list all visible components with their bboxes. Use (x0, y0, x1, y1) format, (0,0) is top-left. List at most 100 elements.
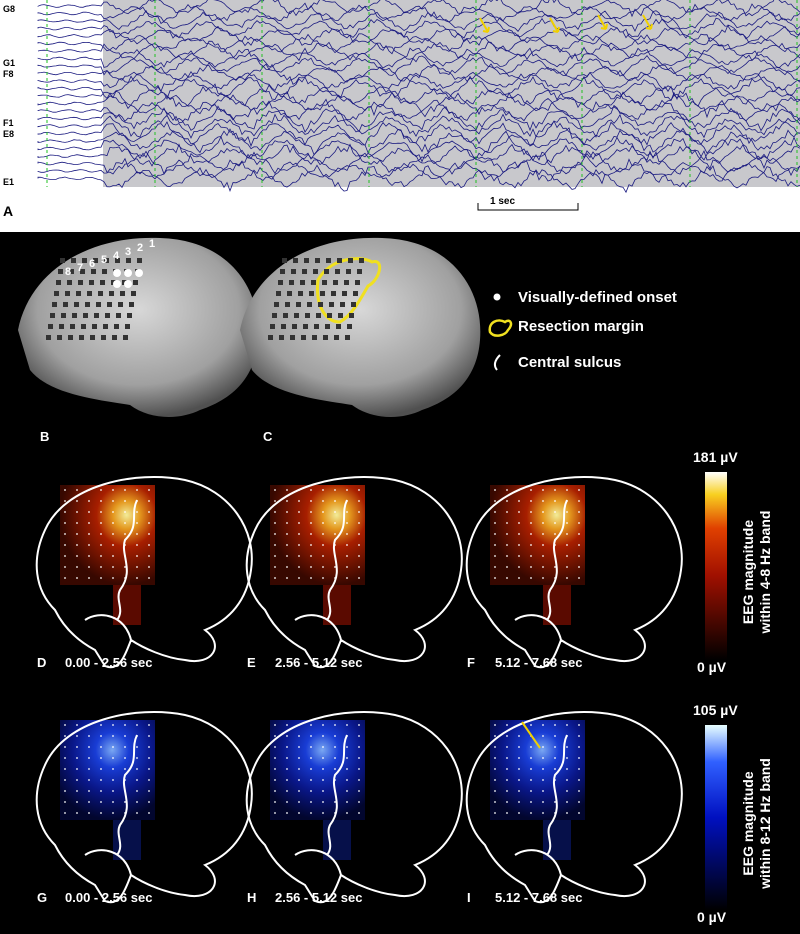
electrode-dot (518, 812, 520, 814)
electrode-dot (64, 801, 66, 803)
electrode-dot (518, 533, 520, 535)
eeg-trace (37, 24, 800, 47)
electrode-dot (310, 522, 312, 524)
legend-resection (488, 319, 513, 337)
electrode-dot (274, 768, 276, 770)
colorbar-title: EEG magnitude (740, 771, 756, 875)
electrode-dot (322, 724, 324, 726)
panel-label: I (467, 890, 471, 905)
electrode (92, 324, 97, 329)
electrode-dot (100, 533, 102, 535)
electrode (340, 302, 345, 307)
brain-map (465, 711, 683, 904)
electrode (313, 269, 318, 274)
electrode-dot (148, 768, 150, 770)
electrode-dot (148, 489, 150, 491)
electrode-dot (310, 566, 312, 568)
electrode (69, 269, 74, 274)
electrode-dot (274, 779, 276, 781)
electrode-dot (112, 757, 114, 759)
electrode-dot (518, 779, 520, 781)
electrode-dot (542, 533, 544, 535)
electrode-dot (506, 566, 508, 568)
electrode (345, 335, 350, 340)
electrode (276, 291, 281, 296)
activity-map (270, 720, 365, 820)
electrode-dot (322, 489, 324, 491)
electrode-dot (542, 566, 544, 568)
electrode-dot (64, 746, 66, 748)
electrode (82, 258, 87, 263)
eeg-trace (37, 120, 800, 148)
electrode-dot (542, 801, 544, 803)
electrode (54, 291, 59, 296)
electrode-dot (358, 724, 360, 726)
electrode-dot (274, 533, 276, 535)
electrode-dot (554, 489, 556, 491)
electrode-dot (506, 724, 508, 726)
electrode-dot (542, 735, 544, 737)
electrode-dot (274, 500, 276, 502)
electrode (283, 313, 288, 318)
electrode-dot (542, 511, 544, 513)
colorbar (705, 725, 727, 910)
electrode-dot (124, 768, 126, 770)
electrode-dot (76, 790, 78, 792)
electrode (298, 291, 303, 296)
electrode (101, 335, 106, 340)
electrode-dot (542, 746, 544, 748)
electrode-dot (566, 790, 568, 792)
electrode-dot (100, 724, 102, 726)
electrode-dot (112, 790, 114, 792)
electrode-dot (346, 533, 348, 535)
electrode-dot (274, 566, 276, 568)
electrode-dot (530, 500, 532, 502)
electrode-dot (148, 533, 150, 535)
electrode-dot (88, 500, 90, 502)
electrode-dot (542, 812, 544, 814)
electrode-dot (124, 522, 126, 524)
electrode (335, 269, 340, 274)
channel-label: F8 (3, 69, 14, 79)
electrode-dot (88, 544, 90, 546)
electrode-dot (88, 779, 90, 781)
time-range: 5.12 - 7.68 sec (495, 655, 582, 670)
electrode-dot (136, 533, 138, 535)
electrode-dot (494, 812, 496, 814)
electrode-dot (494, 533, 496, 535)
electrode-dot (358, 790, 360, 792)
electrode-dot (554, 768, 556, 770)
electrode-dot (530, 544, 532, 546)
electrode-dot (494, 768, 496, 770)
electrode (59, 324, 64, 329)
electrode-dot (286, 724, 288, 726)
electrode-dot (506, 801, 508, 803)
electrode-dot (518, 757, 520, 759)
colorbar-min: 0 µV (697, 909, 727, 925)
electrode-dot (346, 790, 348, 792)
electrode-dot (334, 533, 336, 535)
electrode-dot (494, 724, 496, 726)
electrode-dot (286, 544, 288, 546)
electrode-dot (494, 489, 496, 491)
electrode (87, 291, 92, 296)
electrode-dot (346, 757, 348, 759)
electrode (76, 291, 81, 296)
electrode-dot (358, 735, 360, 737)
electrode-dot (494, 566, 496, 568)
scale-bar (477, 203, 579, 211)
electrode-dot (64, 812, 66, 814)
electrode (78, 280, 83, 285)
electrode-dot (530, 768, 532, 770)
electrode-dot (322, 735, 324, 737)
electrode-dot (494, 757, 496, 759)
electrode-dot (298, 522, 300, 524)
electrode (351, 302, 356, 307)
electrode-dot (310, 812, 312, 814)
electrode-dot (542, 790, 544, 792)
electrode-dot (334, 511, 336, 513)
electrode-dot (88, 511, 90, 513)
eeg-trace (37, 135, 800, 163)
electrode-dot (578, 757, 580, 759)
